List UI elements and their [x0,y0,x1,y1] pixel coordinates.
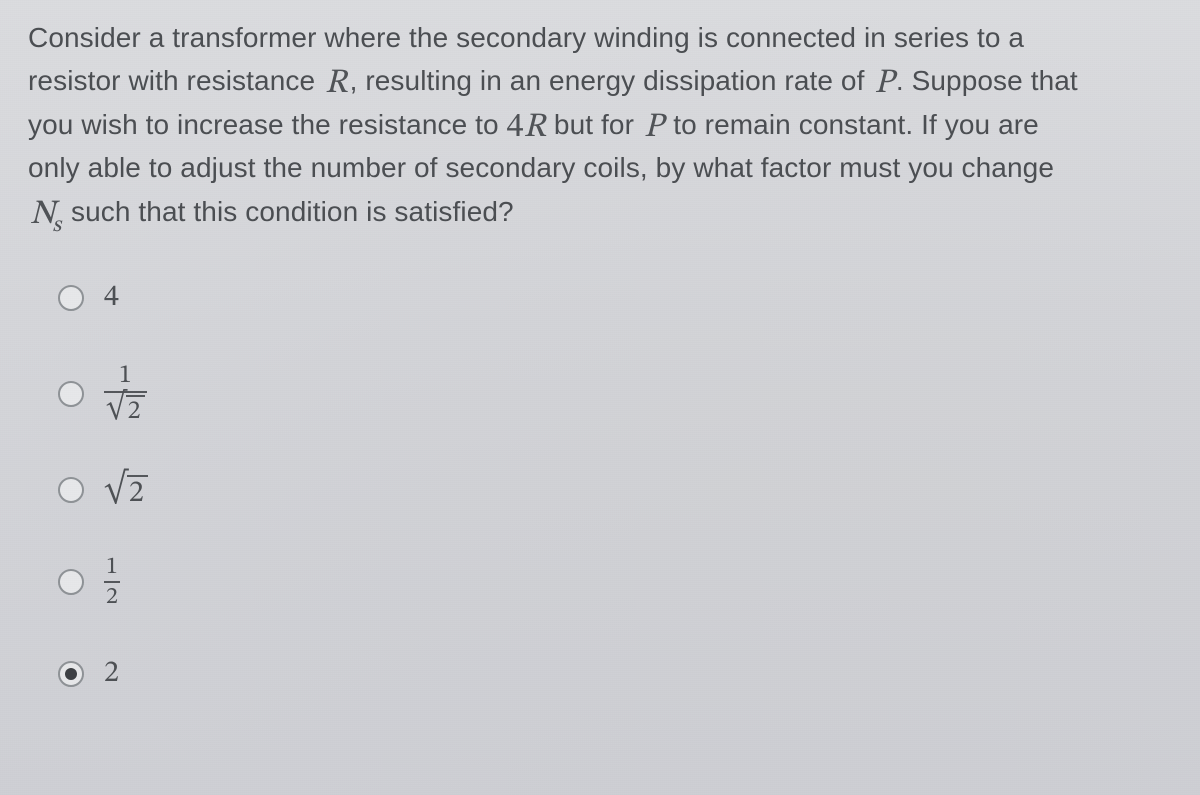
radio-icon-selected[interactable] [58,661,84,687]
q-text: resistor with resistance [28,65,323,96]
radio-icon[interactable] [58,285,84,311]
option-label: √ 2 [104,471,148,509]
option-2[interactable]: 2 [58,655,1182,693]
math-expr-4R: 4R [507,111,546,145]
option-sqrt2[interactable]: √ 2 [58,471,1182,509]
option-label: 1 √ 2 [104,363,147,425]
option-label: 1 2 [104,555,120,609]
q-text: Consider a transformer where the seconda… [28,22,1024,53]
question-text: Consider a transformer where the seconda… [28,16,1176,233]
math-var-P: P [872,67,895,101]
q-text: to remain constant. If you are [665,109,1039,140]
radio-icon[interactable] [58,569,84,595]
math-var-R: R [323,67,350,101]
q-text: only able to adjust the number of second… [28,152,1054,183]
radio-icon[interactable] [58,477,84,503]
option-label: 2 [104,655,119,693]
q-text: , resulting in an energy dissipation rat… [350,65,873,96]
radio-icon[interactable] [58,381,84,407]
option-label: 4 [104,279,119,317]
math-var-Ns: Ns [28,198,63,232]
q-text: you wish to increase the resistance to [28,109,507,140]
math-var-P2: P [642,111,665,145]
option-1-over-sqrt2[interactable]: 1 √ 2 [58,363,1182,425]
option-4[interactable]: 4 [58,279,1182,317]
q-text: but for [546,109,642,140]
answer-options: 4 1 √ 2 √ 2 [58,279,1182,693]
q-text: . Suppose that [896,65,1078,96]
option-1-over-2[interactable]: 1 2 [58,555,1182,609]
q-text: such that this condition is satisfied? [63,196,514,227]
